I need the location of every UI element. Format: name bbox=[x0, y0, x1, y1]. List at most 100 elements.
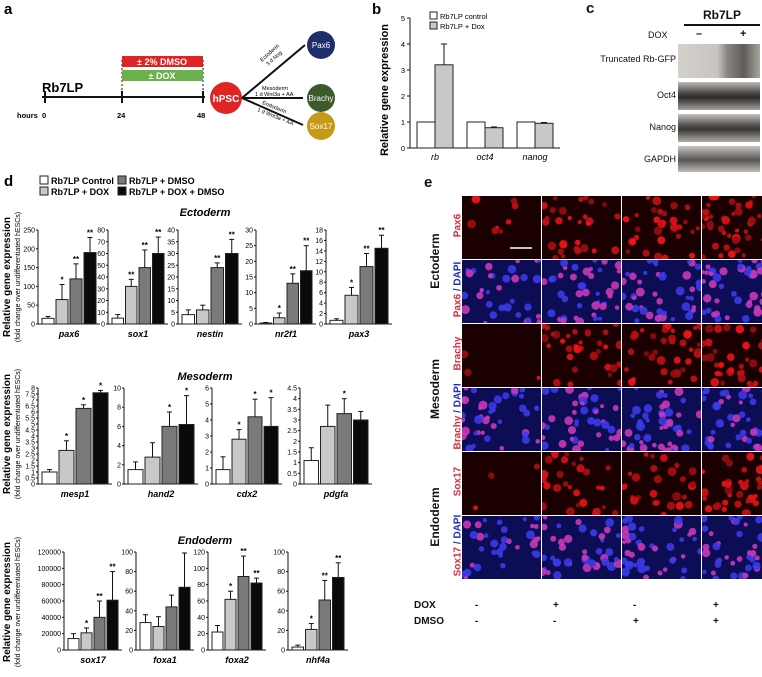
cell bbox=[567, 484, 573, 490]
cell bbox=[595, 291, 600, 297]
cell bbox=[728, 516, 734, 521]
cell bbox=[578, 524, 587, 533]
cell bbox=[643, 452, 649, 457]
cell bbox=[462, 305, 470, 315]
cell bbox=[746, 265, 752, 272]
cell bbox=[703, 388, 710, 395]
d-ytick-label: 0 bbox=[101, 322, 105, 329]
cell bbox=[672, 425, 680, 432]
d-ytick-label: 0 bbox=[249, 322, 253, 329]
cell bbox=[530, 523, 535, 529]
cell bbox=[462, 396, 467, 404]
cell bbox=[757, 533, 762, 542]
cell bbox=[617, 388, 621, 392]
section-ectoderm: Ectoderm bbox=[180, 207, 231, 219]
hour-48: 48 bbox=[197, 111, 205, 120]
cell bbox=[532, 274, 541, 284]
cell bbox=[473, 505, 478, 511]
d-ytick-label: 3 bbox=[205, 434, 209, 441]
cell bbox=[705, 307, 712, 314]
cell bbox=[718, 398, 724, 405]
cell bbox=[688, 467, 697, 476]
cell bbox=[599, 485, 605, 491]
d-bar bbox=[144, 456, 161, 485]
germ-layer-label: Endoderm bbox=[428, 487, 442, 547]
d-ytick-label: 100 bbox=[193, 566, 205, 573]
cell bbox=[685, 358, 692, 365]
cell bbox=[525, 317, 532, 323]
d-ytick-label: 2 bbox=[205, 450, 209, 457]
cell bbox=[735, 324, 745, 334]
cell bbox=[503, 303, 512, 312]
cell bbox=[738, 411, 746, 418]
cell bbox=[557, 290, 565, 298]
cell bbox=[679, 537, 685, 543]
dmso-val-1: - bbox=[553, 616, 557, 627]
d-ytick-label: 30 bbox=[97, 286, 105, 293]
d-ytick-label: 4 bbox=[117, 443, 121, 450]
cell bbox=[567, 215, 572, 221]
d-significance-label: ** bbox=[214, 254, 221, 263]
cell bbox=[561, 295, 569, 303]
cell bbox=[606, 562, 616, 572]
cell bbox=[704, 505, 713, 513]
cell bbox=[489, 311, 498, 319]
d-significance-label: ** bbox=[303, 237, 310, 246]
cell bbox=[679, 339, 687, 347]
cell bbox=[749, 359, 758, 368]
cell bbox=[622, 277, 627, 286]
b-bar bbox=[434, 64, 454, 149]
cell bbox=[721, 454, 730, 463]
d-ytick-label: 50 bbox=[27, 303, 35, 310]
b-category-label: oct4 bbox=[476, 152, 493, 162]
b-bar bbox=[516, 121, 536, 149]
cell bbox=[754, 555, 760, 561]
cell bbox=[660, 337, 668, 344]
cell bbox=[643, 404, 653, 413]
cell bbox=[500, 526, 508, 533]
arrow-ectoderm bbox=[241, 44, 306, 99]
cell bbox=[681, 567, 688, 574]
d-ytick-label: 5 bbox=[249, 306, 253, 313]
cell bbox=[586, 221, 591, 227]
cell bbox=[502, 274, 511, 283]
cell bbox=[537, 260, 541, 263]
cell bbox=[745, 479, 750, 484]
cell bbox=[559, 240, 568, 249]
cell bbox=[721, 216, 731, 225]
d-bar bbox=[231, 438, 247, 485]
cell bbox=[580, 406, 589, 415]
cell bbox=[695, 410, 701, 419]
micrograph-tile bbox=[462, 452, 541, 515]
cell bbox=[629, 272, 637, 280]
cell bbox=[749, 398, 757, 406]
cell bbox=[550, 452, 559, 457]
cell bbox=[598, 533, 606, 540]
cell bbox=[608, 435, 615, 441]
cell bbox=[643, 574, 649, 579]
cell bbox=[758, 366, 762, 373]
cell bbox=[563, 558, 573, 567]
cell bbox=[728, 367, 735, 374]
cell bbox=[743, 522, 748, 527]
cell bbox=[542, 470, 549, 479]
d-ytick-label: 14 bbox=[315, 248, 323, 255]
d-ytick-label: 7 bbox=[31, 398, 35, 405]
cell bbox=[652, 442, 657, 448]
cell bbox=[676, 412, 682, 418]
cell bbox=[643, 434, 652, 443]
cell bbox=[714, 561, 722, 568]
cell bbox=[734, 207, 743, 216]
blot-band-nanog bbox=[678, 114, 760, 142]
cell bbox=[560, 260, 569, 267]
cell bbox=[680, 397, 687, 404]
cell bbox=[571, 366, 578, 373]
cell bbox=[549, 275, 557, 283]
d-ytick-label: 8 bbox=[117, 405, 121, 412]
cell bbox=[726, 353, 735, 361]
cell bbox=[630, 413, 636, 419]
panel-c: c Rb7LP DOX – + Truncated Rb-GFP Oct4 Na… bbox=[572, 0, 762, 172]
cell bbox=[476, 532, 485, 541]
mesoderm-route-cond: 1 d Wnt3a + AA bbox=[255, 92, 294, 98]
cell bbox=[753, 493, 758, 499]
